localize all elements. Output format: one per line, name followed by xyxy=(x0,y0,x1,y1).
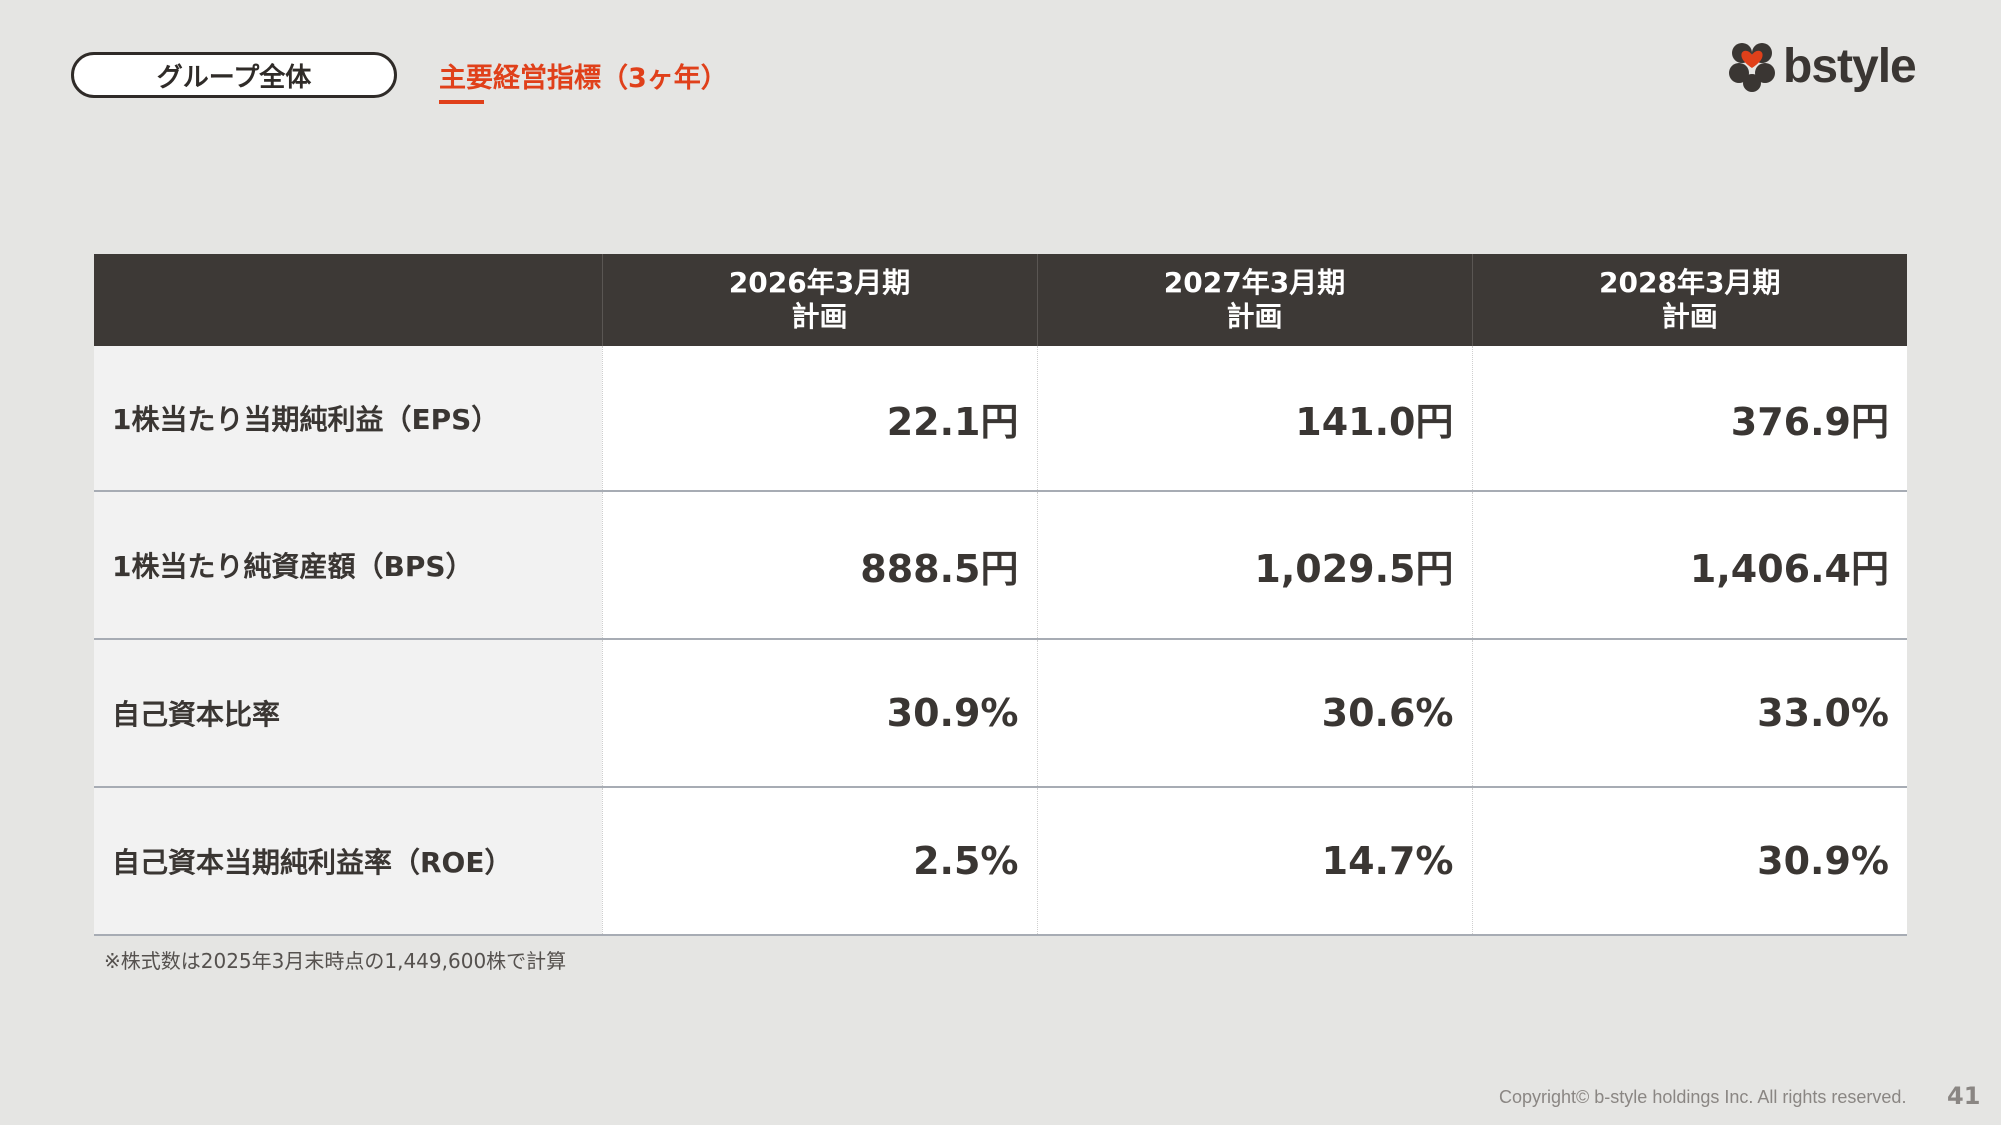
table-cell: 33.0% xyxy=(1471,639,1907,788)
header-empty-cell xyxy=(94,254,602,346)
column-header: 2028年3月期 計画 xyxy=(1471,254,1907,346)
table-cell: 141.0円 xyxy=(1036,346,1472,492)
table-row: 自己資本当期純利益率（ROE） 2.5% 14.7% 30.9% xyxy=(94,787,1907,936)
table-cell: 14.7% xyxy=(1036,787,1472,936)
page-number: 41 xyxy=(1947,1082,1981,1110)
column-header: 2026年3月期 計画 xyxy=(601,254,1037,346)
row-label: 自己資本比率 xyxy=(94,639,602,788)
row-label: 1株当たり当期純利益（EPS） xyxy=(94,346,602,492)
table-cell: 30.9% xyxy=(1471,787,1907,936)
table-cell: 1,029.5円 xyxy=(1036,491,1472,640)
title-underline xyxy=(439,100,484,104)
table-cell: 2.5% xyxy=(601,787,1037,936)
table-cell: 376.9円 xyxy=(1471,346,1907,492)
table-cell: 1,406.4円 xyxy=(1471,491,1907,640)
table-row: 自己資本比率 30.9% 30.6% 33.0% xyxy=(94,639,1907,788)
kpi-table: 2026年3月期 計画 2027年3月期 計画 2028年3月期 計画 1株当たり当期… xyxy=(94,254,1907,936)
page-title: 主要経営指標（3ヶ年） xyxy=(439,63,728,94)
column-header: 2027年3月期 計画 xyxy=(1036,254,1472,346)
table-header-row: 2026年3月期 計画 2027年3月期 計画 2028年3月期 計画 xyxy=(94,254,1907,346)
section-label: グループ全体 xyxy=(71,52,397,98)
logo-text: bstyle xyxy=(1783,39,1917,93)
table-cell: 888.5円 xyxy=(601,491,1037,640)
table-row: 1株当たり当期純利益（EPS） 22.1円 141.0円 376.9円 xyxy=(94,346,1907,492)
copyright: Copyright© b-style holdings Inc. All rig… xyxy=(1499,1087,1907,1107)
table-row: 1株当たり純資産額（BPS） 888.5円 1,029.5円 1,406.4円 xyxy=(94,491,1907,640)
row-label: 自己資本当期純利益率（ROE） xyxy=(94,787,602,936)
row-label: 1株当たり純資産額（BPS） xyxy=(94,491,602,640)
clover-heart-icon xyxy=(1729,43,1775,92)
company-logo: bstyle xyxy=(1725,38,1925,94)
table-cell: 22.1円 xyxy=(601,346,1037,492)
table-cell: 30.6% xyxy=(1036,639,1472,788)
footnote: ※株式数は2025年3月末時点の1,449,600株で計算 xyxy=(104,949,567,973)
table-cell: 30.9% xyxy=(601,639,1037,788)
